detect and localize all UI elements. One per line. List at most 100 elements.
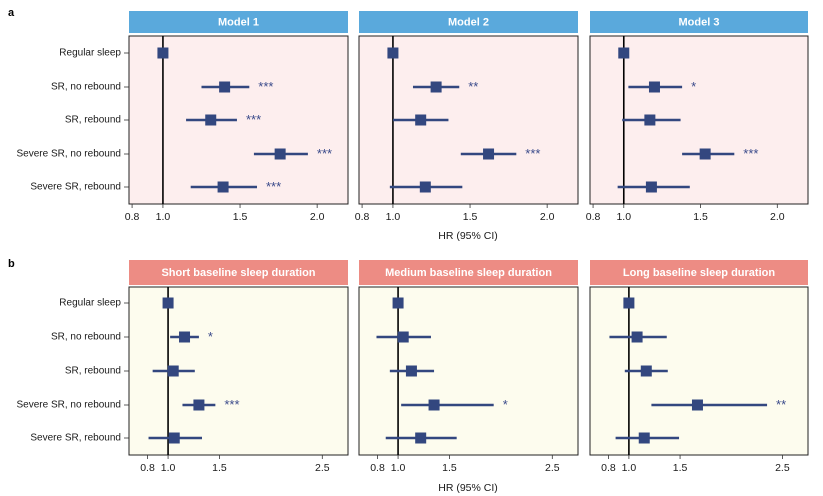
x-tick-label: 1.5 (693, 211, 708, 223)
hr-point (699, 148, 711, 160)
hr-point (157, 47, 169, 59)
significance-label: *** (246, 112, 261, 127)
x-tick-label: 0.8 (140, 462, 155, 474)
significance-label: *** (525, 146, 540, 161)
x-axis-title: HR (95% CI) (438, 230, 498, 242)
plot-area (589, 286, 809, 456)
hr-point (623, 297, 635, 309)
y-tick-label: Severe SR, rebound (30, 433, 121, 444)
significance-label: ** (468, 79, 478, 94)
significance-label: ** (776, 397, 786, 412)
hr-point (219, 81, 231, 93)
x-tick-label: 1.0 (622, 462, 637, 474)
y-tick-label: Regular sleep (59, 298, 121, 309)
hr-point (193, 399, 205, 411)
facet-strip-label: Model 1 (218, 16, 259, 28)
x-tick-label: 1.0 (391, 462, 406, 474)
x-tick-label: 0.8 (125, 211, 140, 223)
x-tick-label: 1.5 (673, 462, 688, 474)
hr-point (205, 114, 217, 126)
x-tick-label: 1.0 (161, 462, 176, 474)
plot-area (358, 35, 579, 205)
panel-group-a: a Regular sleep SR, no rebound SR, rebound S… (8, 7, 809, 242)
y-tick-label: SR, no rebound (51, 82, 121, 93)
facet-b-3: Long baseline sleep duration 0.8 1.0 1.5 2.5… (589, 260, 809, 474)
hr-point (483, 148, 495, 160)
y-tick-label: Severe SR, no rebound (16, 400, 121, 411)
facet-a-1: Model 1 0.8 1.0 1.5 2.0 *** *** *** *** (125, 11, 349, 223)
hr-point (415, 114, 427, 126)
x-tick-label: 2.0 (770, 211, 785, 223)
x-tick-label: 0.8 (586, 211, 601, 223)
facet-strip (129, 11, 348, 33)
facet-strip-label: Model 2 (448, 16, 489, 28)
significance-label: *** (743, 146, 758, 161)
facet-a-3: Model 30.8 1.0 1.5 2.0**** (586, 11, 809, 223)
hr-point (397, 331, 409, 343)
hr-point (618, 47, 630, 59)
hr-point (640, 365, 652, 377)
hr-point (168, 432, 180, 444)
x-tick-label: 2.5 (315, 462, 330, 474)
facet-strip (590, 11, 808, 33)
panel-label-b: b (8, 258, 15, 270)
x-tick-label: 1.5 (233, 211, 248, 223)
hr-point (645, 181, 657, 193)
significance-label: * (503, 397, 508, 412)
x-tick-label: 1.5 (442, 462, 457, 474)
x-tick-label: 0.8 (355, 211, 370, 223)
x-tick-label: 1.5 (463, 211, 478, 223)
y-tick-label: Severe SR, no rebound (16, 149, 121, 160)
facet-strip (359, 260, 578, 285)
hr-point (274, 148, 286, 160)
plot-area (128, 35, 349, 205)
significance-label: * (691, 79, 696, 94)
facet-strip (590, 260, 808, 285)
significance-label: *** (258, 79, 273, 94)
y-tick-label: SR, no rebound (51, 332, 121, 343)
hr-point (638, 432, 650, 444)
hr-point (428, 399, 440, 411)
y-tick-label: Regular sleep (59, 48, 121, 59)
significance-label: *** (266, 179, 281, 194)
hr-point (167, 365, 179, 377)
significance-label: *** (317, 146, 332, 161)
facet-strip-label: Medium baseline sleep duration (385, 267, 552, 279)
facet-b-2: Medium baseline sleep duration 0.8 1.0 1.5 2… (358, 260, 579, 474)
x-tick-label: 2.0 (540, 211, 555, 223)
panel-group-b: b Regular sleep SR, no rebound SR, rebound S… (8, 258, 809, 494)
facet-a-2: Model 20.8 1.0 1.5 2.0***** (355, 11, 579, 223)
x-tick-label: 2.5 (545, 462, 560, 474)
y-tick-label: Severe SR, rebound (30, 182, 121, 193)
x-tick-label: 1.0 (616, 211, 631, 223)
y-tick-label: SR, rebound (65, 115, 121, 126)
facet-strip-label: Short baseline sleep duration (161, 267, 315, 279)
hr-point (415, 432, 427, 444)
x-tick-label: 1.5 (212, 462, 227, 474)
x-tick-label: 2.0 (310, 211, 325, 223)
hr-point (644, 114, 656, 126)
x-tick-label: 1.0 (386, 211, 401, 223)
x-tick-label: 2.5 (775, 462, 790, 474)
hr-point (691, 399, 703, 411)
hr-point (648, 81, 660, 93)
x-tick-label: 1.0 (156, 211, 171, 223)
y-tick-label: SR, rebound (65, 366, 121, 377)
facet-strip-label: Long baseline sleep duration (623, 267, 775, 279)
significance-label: * (208, 329, 213, 344)
hr-point (419, 181, 431, 193)
hr-point (179, 331, 191, 343)
hr-point (162, 297, 174, 309)
hr-point (387, 47, 399, 59)
panel-label-a: a (8, 7, 15, 19)
facet-strip (129, 260, 348, 285)
hr-point (631, 331, 643, 343)
hr-point (405, 365, 417, 377)
x-axis-title: HR (95% CI) (438, 482, 498, 494)
hr-point (217, 181, 229, 193)
significance-label: *** (224, 397, 239, 412)
hr-point (430, 81, 442, 93)
facet-strip-label: Model 3 (679, 16, 720, 28)
facet-strip (359, 11, 578, 33)
